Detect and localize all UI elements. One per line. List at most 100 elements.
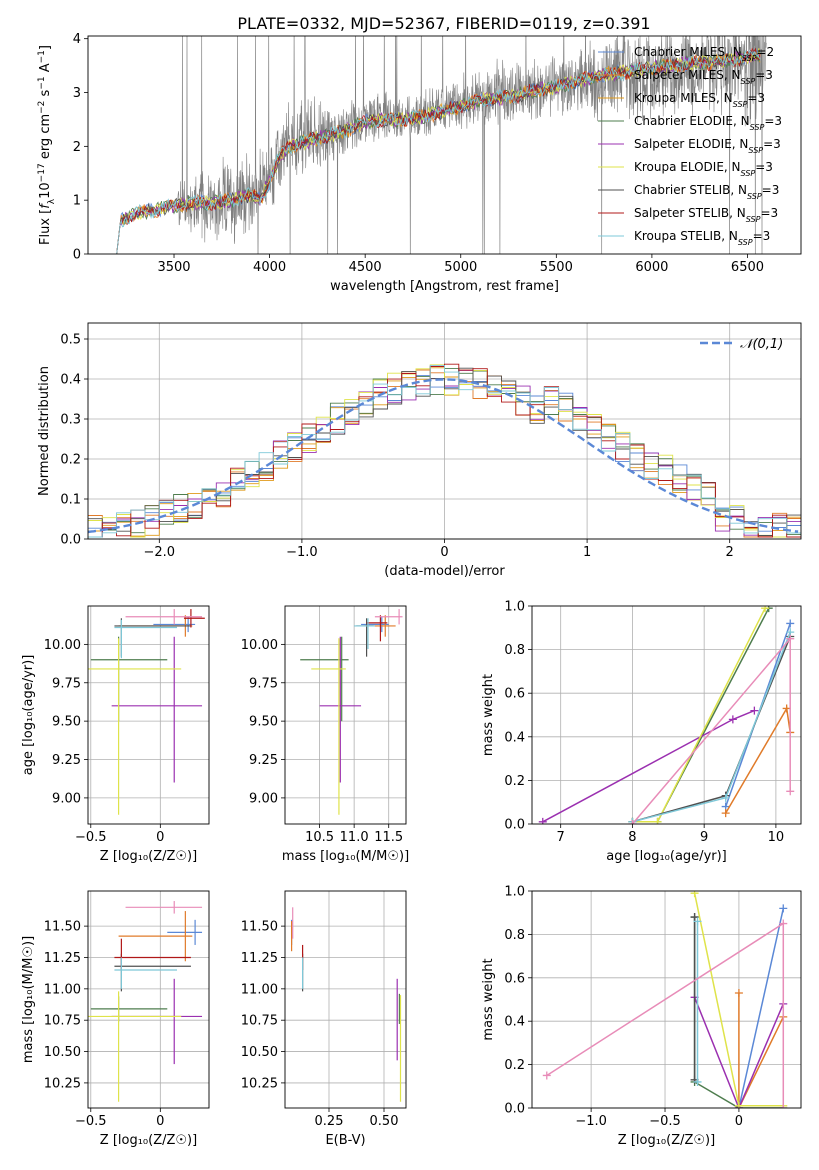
x-tick-label: 0: [440, 545, 448, 560]
x-tick-label: 6000: [635, 260, 668, 275]
x-tick-label: 4000: [253, 260, 286, 275]
legend-entry-subscript: SSP: [748, 146, 763, 155]
weight-marker: [542, 1071, 551, 1080]
errorbar-point: [361, 616, 389, 633]
x-tick-label: 10: [768, 830, 785, 845]
legend-entry-value: =3: [753, 229, 771, 243]
x-axis-label: Z [log₁₀(Z/Z☉)]: [100, 849, 197, 864]
legend-entry-name: Kroupa ELODIE, N: [634, 160, 741, 174]
weight-marker: [779, 904, 788, 913]
x-tick-label: 5500: [540, 260, 573, 275]
errorbar-point: [90, 996, 168, 1022]
axes-frame: [87, 890, 210, 1109]
legend-entry: Kroupa STELIB, NSSP=3: [634, 229, 770, 247]
spectrum-plot-area: [116, 36, 767, 254]
y-axis-label-part: Flux [: [38, 209, 53, 245]
y-axis-label: mass weight: [481, 958, 496, 1040]
x-axis-label: age [log₁₀(age/yr)]: [606, 849, 727, 864]
x-tick-label: 0.25: [315, 1114, 344, 1129]
axes-frame: [284, 605, 407, 825]
x-tick-label: 11.0: [340, 830, 369, 845]
axes-frame: [87, 322, 802, 540]
weight-marker: [690, 891, 699, 898]
weight-line: [693, 997, 784, 1108]
legend-entry-subscript: SSP: [741, 169, 756, 178]
y-tick-label: 11.50: [44, 920, 81, 935]
x-tick-label: 5000: [444, 260, 477, 275]
age-vs-Z-panel: −0.5 0 9.00 9.25 9.50 9.75 10.00 Z [log₁₀(Z/Z☉)…: [21, 605, 210, 864]
y-tick-label: 0.3: [60, 413, 81, 428]
axes-frame: [531, 605, 802, 825]
legend-entry-subscript: SSP: [747, 192, 762, 201]
x-tick-label: 6500: [731, 260, 764, 275]
x-tick-label: 0: [156, 830, 164, 845]
x-axis-label: (data-model)/error: [384, 564, 505, 579]
y-tick-label: 10.50: [241, 1045, 278, 1060]
y-tick-label: 10.25: [241, 1076, 278, 1091]
y-axis-label-part: −1: [37, 76, 47, 89]
y-tick-label: 11.50: [241, 920, 278, 935]
weight-marker: [782, 704, 791, 713]
x-axis-label: E(B-V): [325, 1133, 365, 1148]
y-tick-label: 9.00: [249, 791, 278, 806]
histogram-line: [88, 364, 801, 538]
y-tick-label: 0.6: [504, 971, 525, 986]
y-tick-label: 1.0: [504, 885, 525, 900]
y-tick-label: 0.5: [60, 333, 81, 348]
weight-marker: [786, 634, 795, 643]
x-tick-label: 9: [700, 830, 708, 845]
x-tick-label: 0: [735, 1114, 743, 1129]
y-tick-label: 10.75: [241, 1014, 278, 1029]
legend-entry-name: Chabrier STELIB, N: [634, 183, 747, 197]
y-tick-label: 1: [73, 194, 81, 209]
x-tick-label: 2: [726, 545, 734, 560]
x-tick-label: 8: [628, 830, 636, 845]
errorbar-point: [118, 911, 193, 962]
legend-entry: Kroupa MILES, NSSP=3: [634, 91, 765, 109]
y-axis-label-part: erg cm: [38, 114, 53, 163]
x-tick-label: 0.50: [370, 1114, 399, 1129]
weight-marker: [690, 913, 699, 922]
y-axis-label: Flux [fλ10−17 erg cm−2 s−1 A−1]: [37, 45, 57, 245]
axes-frame: [284, 890, 407, 1109]
y-tick-label: 10.00: [241, 638, 278, 653]
weight-marker: [786, 787, 795, 796]
legend-entry-name: Kroupa MILES, N: [634, 91, 733, 105]
weight-marker: [693, 1077, 702, 1086]
x-tick-label: −2.0: [144, 545, 176, 560]
mass-vs-Z-panel: −0.5 0 10.25 10.50 10.75 11.00 11.25 11.50 Z [lo…: [21, 890, 210, 1148]
errorbar-point: [354, 618, 375, 649]
legend-entry-subscript: SSP: [750, 123, 765, 132]
y-tick-label: 9.00: [52, 791, 81, 806]
y-tick-label: 11.00: [241, 982, 278, 997]
legend-entry-value: =3: [747, 91, 765, 105]
errorbar-point: [366, 615, 388, 642]
errorbar-point: [114, 619, 178, 659]
weight-marker: [628, 820, 637, 824]
x-tick-label: −1.0: [286, 545, 318, 560]
y-tick-label: 10.25: [44, 1076, 81, 1091]
axes-frame: [87, 35, 802, 255]
axes-frame: [531, 890, 802, 1109]
y-axis-label: mass [log₁₀(M/M☉)]: [21, 936, 36, 1063]
errorbar-point: [311, 638, 346, 815]
y-tick-label: 10.00: [44, 638, 81, 653]
errorbar-point: [114, 938, 191, 971]
x-axis-label: Z [log₁₀(Z/Z☉)]: [618, 1133, 715, 1148]
y-axis-label-part: f: [38, 202, 53, 209]
weight-line: [631, 636, 791, 824]
legend-entry-value: =3: [763, 137, 781, 151]
weight-vs-age-plot-area: [538, 606, 795, 824]
legend-entry: Chabrier STELIB, NSSP=3: [634, 183, 779, 201]
weight-marker: [693, 917, 702, 926]
weight-marker: [721, 809, 730, 818]
age-vs-Z-plot-area: [88, 609, 205, 815]
x-tick-label: −0.5: [649, 1114, 681, 1129]
legend-entry: Kroupa ELODIE, NSSP=3: [634, 160, 773, 178]
errorbar-point: [90, 636, 168, 722]
weight-marker: [734, 1101, 743, 1108]
y-tick-label: 4: [73, 32, 81, 47]
weight-marker: [721, 793, 730, 802]
legend-entry-value: =3: [764, 114, 782, 128]
